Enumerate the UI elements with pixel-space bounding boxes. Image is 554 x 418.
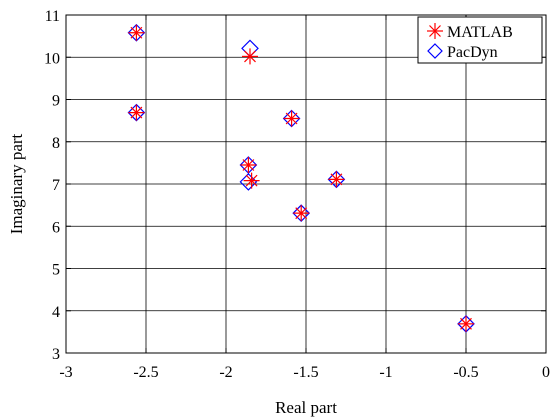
matlab-point [128,104,145,121]
y-tick-label: 11 [45,8,60,25]
matlab-point [240,156,257,173]
x-tick-label: -1 [379,364,392,381]
matlab-point [128,24,145,41]
y-tick-label: 6 [52,219,60,236]
y-tick-label: 9 [52,93,60,110]
legend-marker-matlab [427,23,443,39]
y-tick-label: 3 [52,346,60,363]
matlab-point [283,110,300,127]
data-points [127,23,475,333]
grid-lines [66,15,546,353]
y-tick-label: 8 [52,135,60,152]
y-tick-label: 10 [44,50,60,67]
matlab-point [328,171,345,188]
x-tick-label: -2.5 [133,364,158,381]
y-tick-label: 5 [52,262,60,279]
x-tick-label: 0 [542,364,550,381]
y-tick-label: 4 [52,304,60,321]
axis-ticks: -3 -2.5 -2 -1.5 -1 -0.5 0 3 4 5 6 7 8 9 10 11 [44,8,550,381]
y-tick-label: 7 [52,177,60,194]
legend-marker-pacdyn [427,43,443,59]
matlab-point [293,205,310,222]
x-tick-label: -0.5 [453,364,478,381]
matlab-point [242,48,258,65]
matlab-point [458,315,474,332]
x-axis-label: Real part [275,398,337,417]
x-tick-label: -3 [59,364,72,381]
matlab-point [243,172,260,189]
legend-label-pacdyn: PacDyn [447,44,498,61]
x-tick-label: -2 [219,364,232,381]
legend-box [417,16,543,64]
legend-label-matlab: MATLAB [447,24,513,41]
x-tick-label: -1.5 [293,364,318,381]
y-axis-label: Imaginary part [7,133,26,234]
legend: MATLAB PacDyn [417,16,543,64]
